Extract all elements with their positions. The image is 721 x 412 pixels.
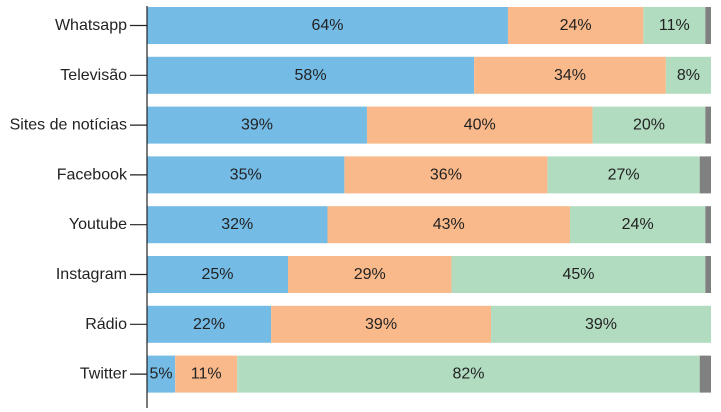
- category-label: Youtube: [69, 216, 127, 233]
- bar-segment: [592, 106, 706, 144]
- bar-segment: [147, 256, 288, 293]
- data-label: 24%: [560, 17, 592, 34]
- category-label: Instagram: [56, 266, 127, 283]
- data-label: 25%: [201, 266, 233, 283]
- data-label: 20%: [633, 117, 665, 134]
- data-label: 39%: [585, 316, 617, 333]
- data-label: 8%: [677, 67, 700, 84]
- bar-segment: [699, 156, 711, 194]
- bar-segment: [288, 256, 452, 293]
- bar-segment: [451, 256, 706, 293]
- data-label: 40%: [464, 117, 496, 134]
- bar-segment: [474, 56, 666, 94]
- bar-segment: [705, 206, 711, 244]
- category-label: Televisão: [60, 67, 127, 84]
- data-label: 64%: [311, 17, 343, 34]
- bar-segment: [147, 156, 345, 194]
- data-label: 43%: [433, 216, 465, 233]
- bar-segment: [570, 206, 706, 244]
- category-label: Facebook: [57, 166, 128, 183]
- bar-segment: [705, 7, 711, 44]
- category-label: Whatsapp: [55, 17, 127, 34]
- category-label: Rádio: [85, 316, 127, 333]
- data-label: 39%: [365, 316, 397, 333]
- data-label: 24%: [622, 216, 654, 233]
- data-label: 45%: [562, 266, 594, 283]
- bar-segment: [344, 156, 548, 194]
- bar-segment: [175, 355, 238, 393]
- bar-segment: [705, 106, 711, 144]
- data-label: 22%: [193, 316, 225, 333]
- data-label: 27%: [608, 166, 640, 183]
- bar-segment: [147, 106, 367, 144]
- data-label: 58%: [295, 67, 327, 84]
- data-label: 39%: [241, 117, 273, 134]
- data-label: 5%: [150, 366, 173, 383]
- bar-segment: [147, 7, 508, 44]
- bar-segment: [491, 305, 711, 343]
- data-label: 36%: [430, 166, 462, 183]
- bar-segment: [366, 106, 593, 144]
- bar-segment: [147, 206, 328, 244]
- bar-segment: [271, 305, 492, 343]
- bar-segment: [237, 355, 700, 393]
- data-label: 29%: [354, 266, 386, 283]
- bar-segment: [705, 256, 711, 293]
- bar-segment: [665, 56, 711, 94]
- bar-segment: [327, 206, 570, 244]
- bar-segment: [147, 305, 272, 343]
- bar-segment: [699, 355, 711, 393]
- data-label: 82%: [452, 366, 484, 383]
- data-label: 32%: [221, 216, 253, 233]
- bar-segment: [507, 7, 644, 44]
- plot-area: 64% 24% 11% Whatsapp 58% 34% 8% Televisão 39% 40%…: [10, 6, 711, 408]
- bar-segment: [643, 7, 706, 44]
- category-label: Twitter: [80, 366, 128, 383]
- data-label: 34%: [554, 67, 586, 84]
- data-label: 11%: [659, 17, 690, 34]
- data-label: 11%: [191, 366, 222, 383]
- bar-segment: [147, 355, 176, 393]
- category-label: Sites de notícias: [10, 117, 127, 134]
- data-label: 35%: [230, 166, 262, 183]
- bar-segment: [547, 156, 700, 194]
- bar-segment: [147, 56, 475, 94]
